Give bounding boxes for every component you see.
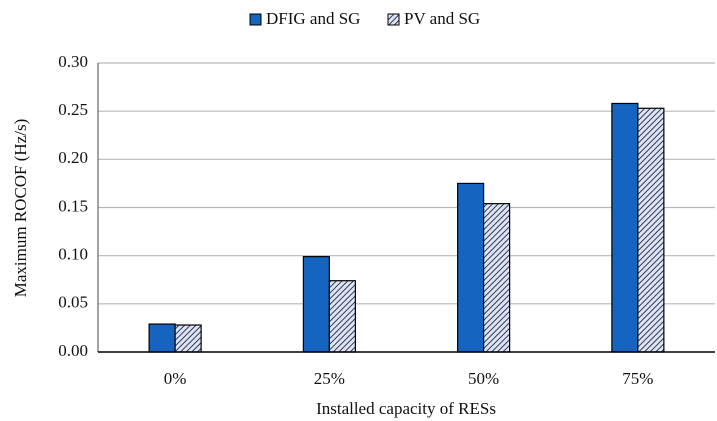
y-tick-label: 0.15 (58, 196, 88, 215)
y-tick-label: 0.10 (58, 245, 88, 264)
x-tick-label: 25% (314, 369, 345, 388)
bar (611, 102, 639, 353)
bar (483, 203, 511, 353)
x-axis-label: Installed capacity of RESs (316, 399, 496, 418)
x-tick-label: 0% (164, 369, 187, 388)
y-axis-label: Maximum ROCOF (Hz/s) (11, 119, 30, 298)
bar (148, 323, 176, 353)
x-tick-label: 50% (468, 369, 499, 388)
bar (328, 280, 356, 353)
bar (457, 182, 485, 353)
bar (174, 324, 202, 353)
x-tick-label: 75% (622, 369, 653, 388)
legend-swatch (387, 13, 400, 26)
legend-label: PV and SG (404, 9, 480, 28)
legend-label: DFIG and SG (266, 9, 360, 28)
y-tick-label: 0.30 (58, 52, 88, 71)
y-tick-label: 0.25 (58, 100, 88, 119)
y-tick-label: 0.20 (58, 148, 88, 167)
y-tick-label: 0.05 (58, 293, 88, 312)
bar (637, 107, 665, 353)
legend-swatch (249, 13, 262, 26)
y-tick-label: 0.00 (58, 341, 88, 360)
bar (302, 256, 330, 353)
